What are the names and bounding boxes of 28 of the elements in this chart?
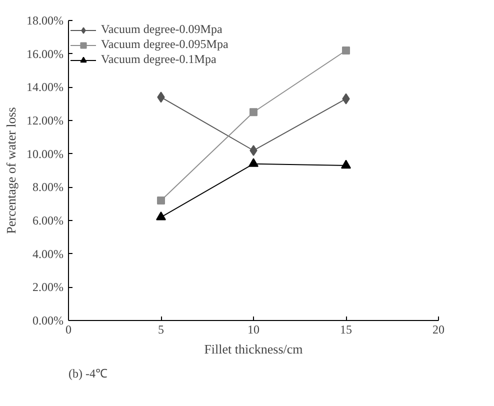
x-axis-title: Fillet thickness/cm (204, 342, 303, 356)
y-tick-label: 14.00% (26, 80, 64, 94)
legend-label: Vacuum degree-0.09Mpa (101, 22, 222, 37)
y-tick-label: 18.00% (26, 14, 64, 28)
x-tick-label: 10 (248, 322, 260, 336)
y-tick-label: 6.00% (32, 214, 64, 228)
x-tick-label: 20 (432, 322, 444, 336)
x-tick-label: 15 (340, 322, 352, 336)
point (157, 196, 165, 204)
y-tick-label: 4.00% (32, 246, 64, 261)
point (342, 46, 350, 54)
legend-label: Vacuum degree-0.095Mpa (101, 37, 228, 52)
point (248, 158, 258, 167)
point (250, 108, 258, 116)
y-tick-label: 2.00% (32, 280, 64, 294)
y-tick-label: 12.00% (26, 114, 64, 128)
x-tick-label: 0 (66, 322, 72, 336)
y-tick-label: 16.00% (26, 46, 64, 61)
point (341, 160, 351, 169)
point (250, 145, 258, 156)
legend-label: Vacuum degree-0.1Mpa (101, 52, 216, 67)
point (156, 211, 166, 220)
y-axis-title: Percentage of water loss (4, 107, 19, 234)
x-tick-label: 5 (158, 322, 164, 336)
text: (b) -4℃ (68, 366, 108, 380)
y-tick-label: 0.00% (32, 314, 64, 328)
y-tick-label: 10.00% (26, 146, 64, 161)
y-tick-label: 8.00% (32, 180, 64, 194)
